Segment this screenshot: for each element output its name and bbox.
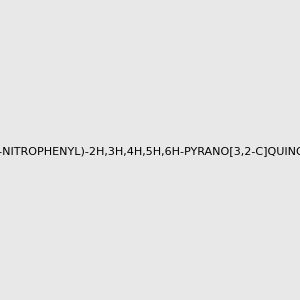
Text: 6-METHYL-4-(4-NITROPHENYL)-2H,3H,4H,5H,6H-PYRANO[3,2-C]QUINOLINE-2,5-DIONE: 6-METHYL-4-(4-NITROPHENYL)-2H,3H,4H,5H,6… — [0, 146, 300, 157]
